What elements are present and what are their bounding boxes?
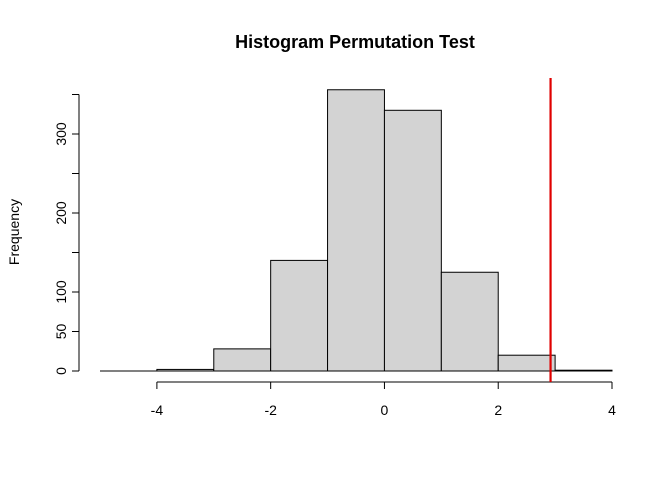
y-tick-label: 50 [53, 324, 69, 340]
x-axis: -4 -2 0 2 4 [151, 381, 616, 418]
y-tick-label: 0 [53, 367, 69, 375]
y-axis-label: Frequency [6, 199, 22, 265]
x-tick-label: 2 [494, 402, 502, 418]
x-tick-label: -2 [264, 402, 277, 418]
histogram-bar [497, 354, 556, 372]
y-tick-label: 100 [53, 280, 69, 304]
histogram-bar [383, 109, 442, 372]
y-axis: 0 50 100 200 300 [53, 94, 80, 375]
y-tick-label: 200 [53, 201, 69, 225]
histogram-bar [213, 348, 272, 372]
chart-title: Histogram Permutation Test [235, 32, 475, 52]
histogram-bar [327, 89, 385, 372]
y-tick-label: 300 [53, 122, 69, 146]
histogram-bar [156, 368, 215, 372]
histogram-bar [440, 271, 499, 372]
x-tick-label: -4 [151, 402, 164, 418]
histogram-bars [100, 89, 613, 372]
x-tick-label: 0 [381, 402, 389, 418]
histogram-bar [554, 369, 613, 372]
histogram-bar [270, 259, 329, 372]
x-tick-label: 4 [608, 402, 616, 418]
